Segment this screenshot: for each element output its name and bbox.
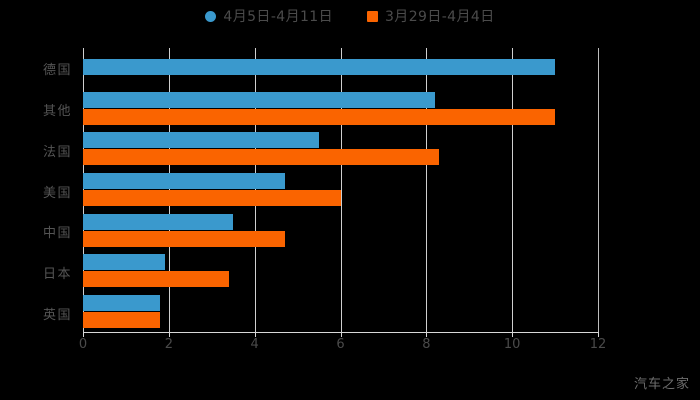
x-tick-label-8: 8 (422, 337, 431, 352)
gridline-10 (512, 48, 514, 333)
bar-group-row (83, 129, 598, 170)
x-tick-12 (598, 333, 599, 337)
plot-area (83, 48, 599, 333)
bar-德国-series-0[interactable] (83, 59, 556, 76)
x-tick-2 (168, 333, 170, 337)
x-tick-10 (512, 333, 514, 337)
y-axis-label-德国: 德国 (42, 63, 72, 79)
bar-日本-series-0[interactable] (83, 254, 165, 271)
bar-美国-series-1[interactable] (83, 189, 341, 206)
bar-group-row (83, 211, 598, 252)
bar-group-row (83, 48, 598, 89)
x-tick-0 (83, 333, 84, 337)
bar-group-row (83, 252, 598, 293)
legend-label-series-0: 4月5日-4月11日 (223, 9, 333, 25)
gridline-8 (426, 48, 428, 333)
bar-英国-series-1[interactable] (83, 312, 161, 329)
x-tick-8 (426, 333, 428, 337)
circle-marker-icon (205, 10, 217, 22)
gridline-12 (598, 48, 599, 333)
bar-日本-series-1[interactable] (83, 271, 229, 288)
x-tick-6 (340, 333, 342, 337)
bar-法国-series-1[interactable] (83, 149, 440, 166)
bar-中国-series-1[interactable] (83, 230, 285, 247)
y-axis-label-美国: 美国 (42, 185, 72, 201)
y-axis-label-日本: 日本 (42, 266, 72, 282)
x-tick-label-0: 0 (78, 337, 88, 352)
watermark: 汽车之家 (633, 377, 690, 392)
bar-其他-series-0[interactable] (83, 91, 435, 108)
bar-法国-series-0[interactable] (83, 132, 320, 149)
x-tick-4 (254, 333, 256, 337)
bar-英国-series-0[interactable] (83, 295, 161, 312)
y-axis-label-中国: 中国 (42, 226, 72, 242)
square-marker-icon (367, 10, 378, 22)
chart-legend: 4月5日-4月11日 3月29日-4月4日 (0, 6, 700, 26)
bar-group-row (83, 170, 598, 211)
legend-item-series-0[interactable]: 4月5日-4月11日 (205, 6, 333, 26)
x-axis-line (83, 332, 599, 333)
x-tick-label-2: 2 (164, 337, 173, 352)
bar-美国-series-0[interactable] (83, 172, 285, 189)
y-axis-label-其他: 其他 (42, 104, 72, 120)
y-axis-label-英国: 英国 (42, 307, 72, 323)
bar-group-row (83, 292, 598, 333)
bar-group-row (83, 89, 598, 130)
x-tick-label-10: 10 (503, 337, 521, 352)
y-axis-label-法国: 法国 (42, 144, 72, 160)
x-tick-label-12: 12 (589, 337, 607, 352)
bar-中国-series-0[interactable] (83, 213, 234, 230)
x-tick-label-6: 6 (336, 337, 345, 352)
gridline-6 (340, 48, 342, 333)
bar-其他-series-1[interactable] (83, 108, 556, 125)
x-tick-label-4: 4 (250, 337, 259, 352)
legend-item-series-1[interactable]: 3月29日-4月4日 (367, 6, 495, 26)
legend-label-series-1: 3月29日-4月4日 (385, 9, 495, 25)
